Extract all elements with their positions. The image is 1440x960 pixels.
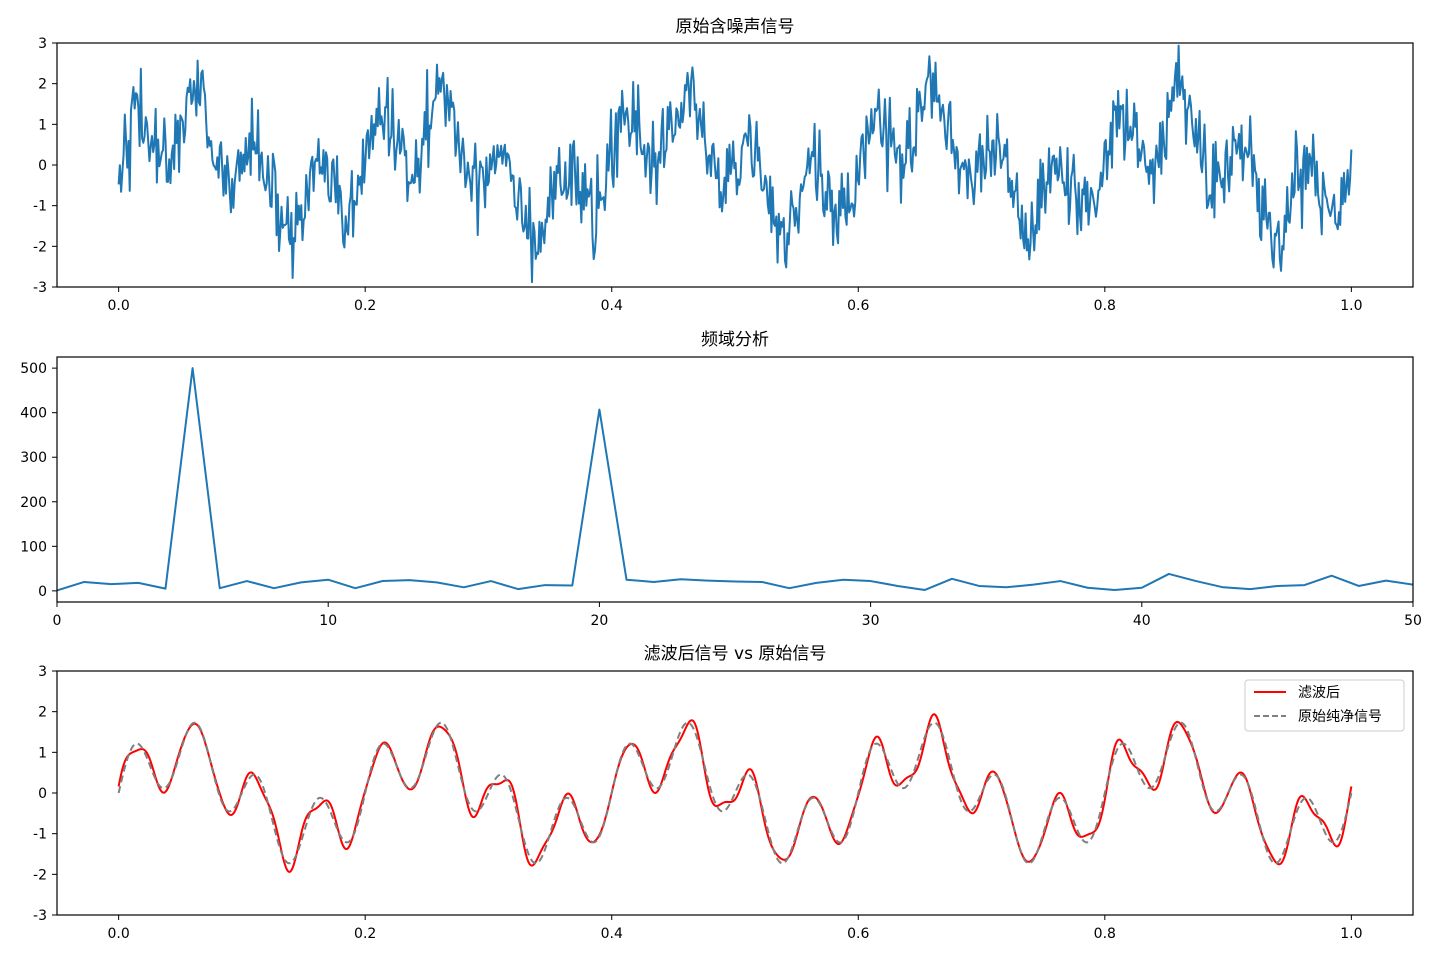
y-tick-label-2-0: -3 bbox=[33, 908, 47, 924]
x-tick-label-1-5: 50 bbox=[1404, 613, 1422, 629]
legend-label-filtered: 滤波后 bbox=[1298, 685, 1340, 701]
y-tick-label-0-6: 3 bbox=[38, 36, 47, 52]
x-tick-label-0-3: 0.6 bbox=[847, 298, 869, 314]
y-tick-label-2-5: 2 bbox=[38, 705, 47, 721]
x-tick-label-1-2: 20 bbox=[590, 613, 608, 629]
x-tick-label-1-4: 40 bbox=[1133, 613, 1151, 629]
y-tick-label-0-0: -3 bbox=[33, 280, 47, 296]
y-tick-label-0-4: 1 bbox=[38, 117, 47, 133]
noisy-signal-title: 原始含噪声信号 bbox=[676, 17, 795, 37]
y-tick-label-2-1: -2 bbox=[33, 867, 47, 883]
x-tick-label-0-4: 0.8 bbox=[1094, 298, 1116, 314]
x-tick-label-1-3: 30 bbox=[862, 613, 880, 629]
y-tick-label-1-4: 400 bbox=[20, 406, 47, 422]
x-tick-label-2-5: 1.0 bbox=[1340, 926, 1362, 942]
y-tick-label-2-2: -1 bbox=[33, 827, 47, 843]
noisy-signal-panel: 原始含噪声信号 0.0 0.2 0.4 0.6 0.8 1.0 -3 -2 -1 0 1 2 3 bbox=[33, 17, 1414, 314]
series-line-2-1 bbox=[117, 721, 1353, 865]
y-tick-label-1-5: 500 bbox=[20, 361, 47, 377]
y-tick-label-1-3: 300 bbox=[20, 450, 47, 466]
spectrum-title: 频域分析 bbox=[701, 330, 769, 350]
filtered-vs-original-title: 滤波后信号 vs 原始信号 bbox=[644, 644, 827, 664]
x-tick-label-0-2: 0.4 bbox=[601, 298, 623, 314]
y-tick-label-1-1: 100 bbox=[20, 539, 47, 555]
x-tick-label-0-0: 0.0 bbox=[108, 298, 130, 314]
y-tick-label-0-3: 0 bbox=[38, 158, 47, 174]
y-tick-label-0-5: 2 bbox=[38, 77, 47, 93]
x-tick-label-2-2: 0.4 bbox=[601, 926, 623, 942]
series-line-2-0 bbox=[117, 713, 1353, 873]
y-tick-label-0-2: -1 bbox=[33, 199, 47, 215]
y-tick-label-1-2: 200 bbox=[20, 495, 47, 511]
series-line-0-0 bbox=[117, 44, 1353, 284]
x-tick-label-0-5: 1.0 bbox=[1340, 298, 1362, 314]
x-tick-label-0-1: 0.2 bbox=[354, 298, 376, 314]
y-tick-label-0-1: -2 bbox=[33, 239, 47, 255]
legend: 滤波后 原始纯净信号 bbox=[1244, 679, 1405, 732]
legend-label-clean: 原始纯净信号 bbox=[1298, 709, 1382, 725]
spectrum-axes-frame bbox=[56, 356, 1414, 603]
x-tick-label-2-4: 0.8 bbox=[1094, 926, 1116, 942]
y-tick-label-2-3: 0 bbox=[38, 786, 47, 802]
y-tick-label-2-4: 1 bbox=[38, 745, 47, 761]
series-line-1-0 bbox=[57, 367, 1413, 592]
x-tick-label-2-0: 0.0 bbox=[108, 926, 130, 942]
x-tick-label-2-1: 0.2 bbox=[354, 926, 376, 942]
y-tick-label-2-6: 3 bbox=[38, 664, 47, 680]
x-tick-label-2-3: 0.6 bbox=[847, 926, 869, 942]
filtered-axes-frame bbox=[56, 670, 1414, 916]
x-tick-label-1-1: 10 bbox=[319, 613, 337, 629]
y-tick-label-1-0: 0 bbox=[38, 584, 47, 600]
filtered-vs-original-panel: 滤波后信号 vs 原始信号 0.0 0.2 0.4 0.6 0.8 1.0 -3 -2 -1 0 1… bbox=[33, 644, 1414, 942]
x-tick-label-1-0: 0 bbox=[53, 613, 62, 629]
